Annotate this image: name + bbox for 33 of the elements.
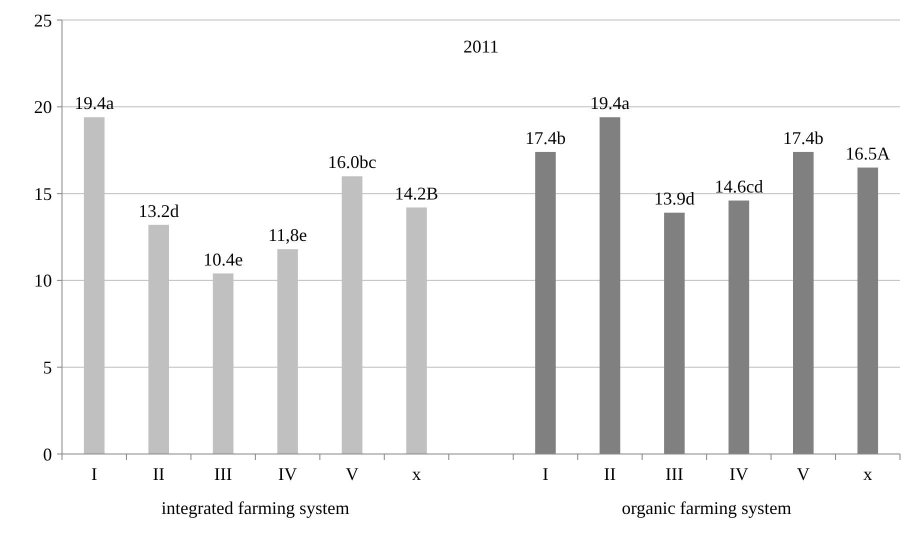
data-label: 17.4b	[783, 128, 824, 148]
y-tick-label: 10	[34, 270, 52, 291]
data-label: 14.2B	[394, 183, 438, 204]
x-tick-label: x	[863, 464, 872, 484]
x-tick-label: I	[542, 464, 548, 484]
text: organic farming system	[622, 498, 792, 518]
data-label: 13.9d	[654, 188, 695, 209]
data-label: 16.5A	[846, 144, 890, 164]
data-label: 17.4b	[525, 128, 566, 148]
data-label: 19.4a	[590, 93, 630, 114]
x-tick-label: III	[214, 464, 232, 484]
x-tick-label: IV	[278, 464, 298, 484]
y-tick-label: 0	[43, 444, 52, 464]
text: 2011	[463, 36, 499, 56]
y-tick-label: 15	[34, 184, 52, 204]
x-tick-label: III	[665, 464, 684, 484]
data-label: 14.6cd	[714, 176, 764, 197]
x-tick-label: II	[604, 464, 616, 484]
x-tick-label: x	[412, 464, 422, 484]
data-label: 13.2d	[138, 200, 179, 221]
x-tick-label: IV	[729, 464, 748, 484]
data-label: 11,8e	[268, 225, 308, 246]
y-tick-label: 5	[43, 358, 52, 378]
text: integrated farming system	[161, 498, 350, 518]
data-label: 10.4e	[203, 249, 243, 270]
x-tick-label: I	[91, 464, 98, 484]
x-tick-label: V	[346, 464, 359, 484]
data-label: 19.4a	[74, 93, 114, 114]
data-label: 16.0bc	[328, 152, 376, 172]
x-tick-label: II	[152, 464, 165, 484]
x-tick-label: V	[796, 464, 810, 484]
y-tick-label: 25	[34, 10, 52, 30]
y-tick-label: 20	[34, 97, 52, 118]
